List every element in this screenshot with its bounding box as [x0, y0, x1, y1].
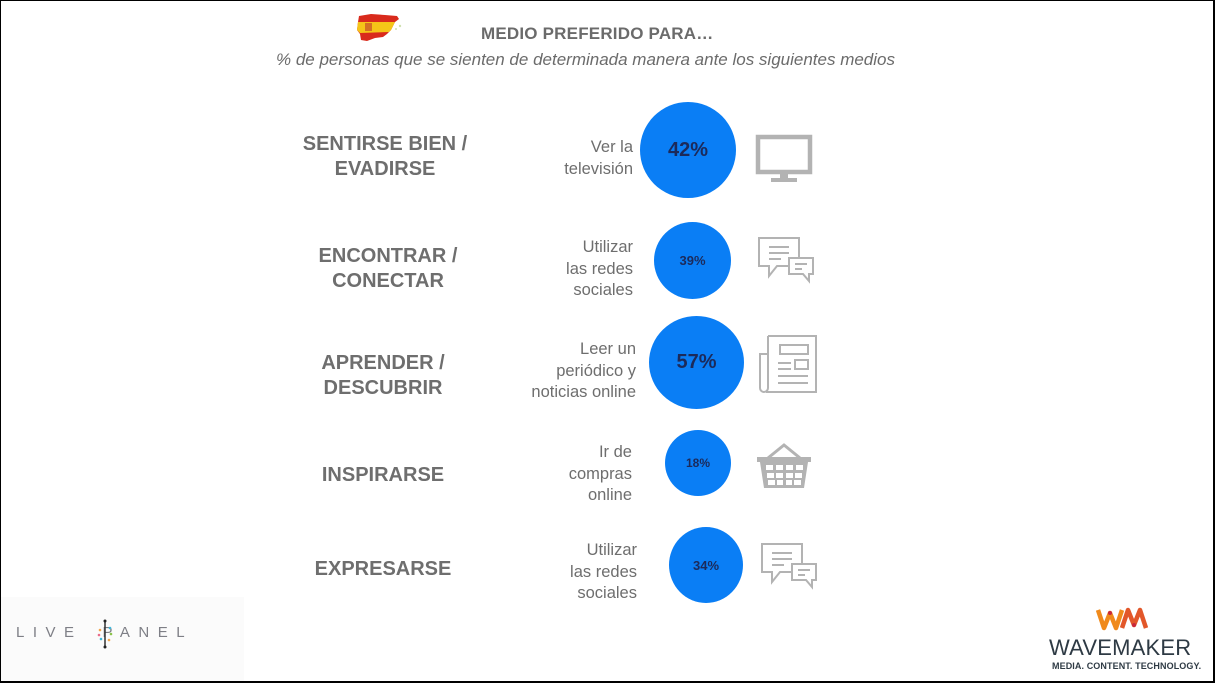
livepanel-left-text: LIVE — [16, 624, 83, 641]
page-title: MEDIO PREFERIDO PARA… — [481, 24, 714, 43]
tv-icon — [755, 134, 813, 182]
medium-label: Utilizar las redes sociales — [566, 238, 633, 299]
need-label: EXPRESARSE — [314, 558, 452, 580]
value-bubble: 42% — [640, 102, 736, 198]
wavemaker-mark-icon — [1096, 607, 1148, 631]
need-label: SENTIRSE BIEN / EVADIRSE — [302, 133, 468, 180]
value-bubble: 57% — [649, 316, 744, 409]
need-label: INSPIRARSE — [321, 464, 445, 486]
need-label: ENCONTRAR / CONECTAR — [318, 245, 458, 292]
medium-label: Ver la televisión — [564, 138, 633, 178]
medium-label: Ir de compras online — [568, 443, 632, 504]
value-bubble: 39% — [654, 222, 731, 299]
newspaper-icon — [759, 335, 817, 394]
chat-bubbles-icon — [758, 237, 814, 284]
value-bubble: 34% — [669, 527, 743, 603]
livepanel-logo: LIVE PANEL — [1, 597, 244, 681]
need-label: APRENDER / DESCUBRIR — [321, 352, 445, 399]
livepanel-spark-icon — [97, 619, 113, 649]
shopping-basket-icon — [757, 443, 811, 488]
wavemaker-tagline: MEDIA. CONTENT. TECHNOLOGY. — [1052, 661, 1202, 671]
livepanel-right-text: PANEL — [102, 624, 194, 641]
value-bubble: 18% — [665, 430, 731, 496]
medium-label: Leer un periódico y noticias online — [531, 340, 636, 401]
medium-label: Utilizar las redes sociales — [570, 541, 637, 602]
spain-map-flag-icon — [357, 14, 402, 41]
wavemaker-name: WAVEMAKER — [1049, 635, 1192, 660]
chat-bubbles-icon — [761, 543, 817, 590]
